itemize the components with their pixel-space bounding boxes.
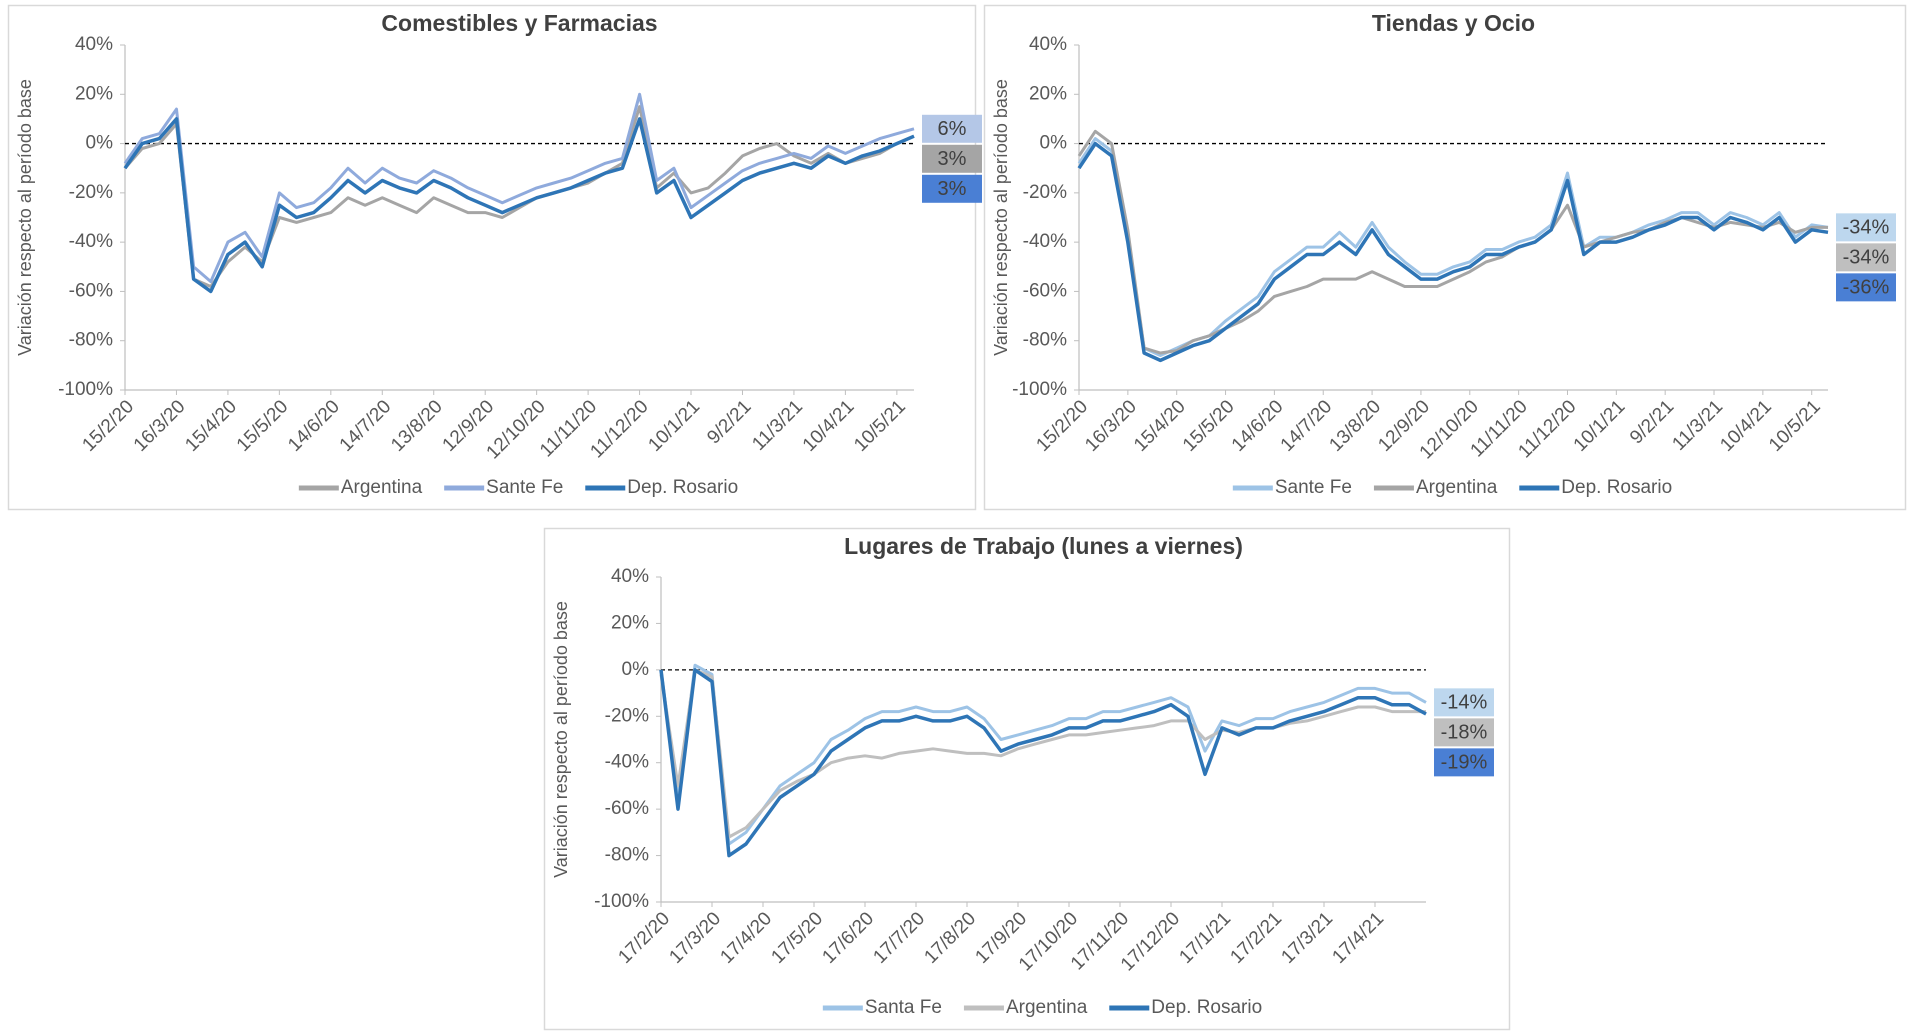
y-tick-label: -40% <box>69 231 113 252</box>
y-tick-label: -20% <box>605 705 649 726</box>
y-tick-label: 20% <box>611 612 649 633</box>
end-label: -36% <box>1843 277 1890 299</box>
y-tick-label: -20% <box>1023 182 1067 203</box>
legend: Argentina Sante Fe Dep. Rosario <box>298 477 738 498</box>
legend-label: Dep. Rosario <box>1151 997 1262 1018</box>
series-line <box>659 668 1426 839</box>
y-tick-label: 20% <box>75 83 113 104</box>
legend-label: Sante Fe <box>486 477 563 498</box>
y-tick-label: -100% <box>1012 379 1067 400</box>
chart-panel: Comestibles y Farmacias Variación respect… <box>7 4 982 511</box>
panel-frame <box>983 4 1907 511</box>
y-tick-label: -80% <box>605 845 649 866</box>
y-tick-label: -80% <box>1023 330 1067 351</box>
end-label: 6% <box>938 118 967 140</box>
series-line <box>123 117 915 294</box>
end-label-box <box>1434 688 1494 717</box>
legend: Sante Fe Argentina Dep. Rosario <box>1232 477 1672 498</box>
legend-label: Sante Fe <box>1275 477 1352 498</box>
chart-panel: Lugares de Trabajo (lunes a viernes) Vari… <box>543 527 1511 1031</box>
y-tick-label: 0% <box>86 133 114 154</box>
y-tick-label: -40% <box>605 752 649 773</box>
y-tick-label: 0% <box>1040 133 1068 154</box>
end-label: -14% <box>1441 692 1488 714</box>
end-label: -18% <box>1441 722 1488 744</box>
y-tick-label: 40% <box>611 566 649 587</box>
legend: Santa Fe Argentina Dep. Rosario <box>822 997 1262 1018</box>
chart-title: Lugares de Trabajo (lunes a viernes) <box>844 533 1243 559</box>
y-tick-label: -100% <box>594 891 649 912</box>
chart-title: Comestibles y Farmacias <box>381 10 657 36</box>
legend-label: Argentina <box>341 477 423 498</box>
y-tick-label: -20% <box>69 182 113 203</box>
y-tick-label: -100% <box>58 379 113 400</box>
legend-label: Argentina <box>1416 477 1498 498</box>
y-axis-title: Variación respecto al período base <box>551 601 571 878</box>
y-tick-label: 40% <box>1029 34 1067 55</box>
end-label-box <box>1434 748 1494 777</box>
y-tick-label: -60% <box>605 798 649 819</box>
y-tick-label: -60% <box>1023 280 1067 301</box>
y-axis-title: Variación respecto al período base <box>15 79 35 356</box>
y-tick-label: 20% <box>1029 83 1067 104</box>
end-label-box <box>1836 213 1896 242</box>
legend-label: Dep. Rosario <box>627 477 738 498</box>
series-line <box>123 92 915 284</box>
end-label: -19% <box>1441 752 1488 774</box>
series-line <box>1077 141 1829 363</box>
y-tick-label: -40% <box>1023 231 1067 252</box>
end-label-box <box>1434 718 1494 747</box>
end-label: -34% <box>1843 247 1890 269</box>
end-label-box <box>922 144 982 173</box>
end-label-box <box>1836 243 1896 272</box>
end-label: -34% <box>1843 217 1890 239</box>
series-line <box>659 663 1427 846</box>
y-tick-label: 40% <box>75 34 113 55</box>
chart-panel: Tiendas y Ocio Variación respecto al perí… <box>983 4 1907 511</box>
end-label-box <box>922 114 982 143</box>
panel-frame <box>7 4 977 511</box>
y-tick-label: -80% <box>69 330 113 351</box>
y-tick-label: -60% <box>69 280 113 301</box>
legend-label: Dep. Rosario <box>1561 477 1672 498</box>
y-tick-label: 0% <box>622 659 650 680</box>
end-label-box <box>1836 273 1896 302</box>
series-line <box>1077 129 1828 355</box>
chart-title: Tiendas y Ocio <box>1372 10 1535 36</box>
y-axis-title: Variación respecto al período base <box>991 79 1011 356</box>
series-line <box>659 668 1427 858</box>
legend-label: Santa Fe <box>865 997 942 1018</box>
legend-label: Argentina <box>1006 997 1088 1018</box>
end-label-box <box>922 174 982 203</box>
panel-frame <box>543 527 1511 1031</box>
end-label: 3% <box>938 148 967 170</box>
end-label: 3% <box>938 178 967 200</box>
